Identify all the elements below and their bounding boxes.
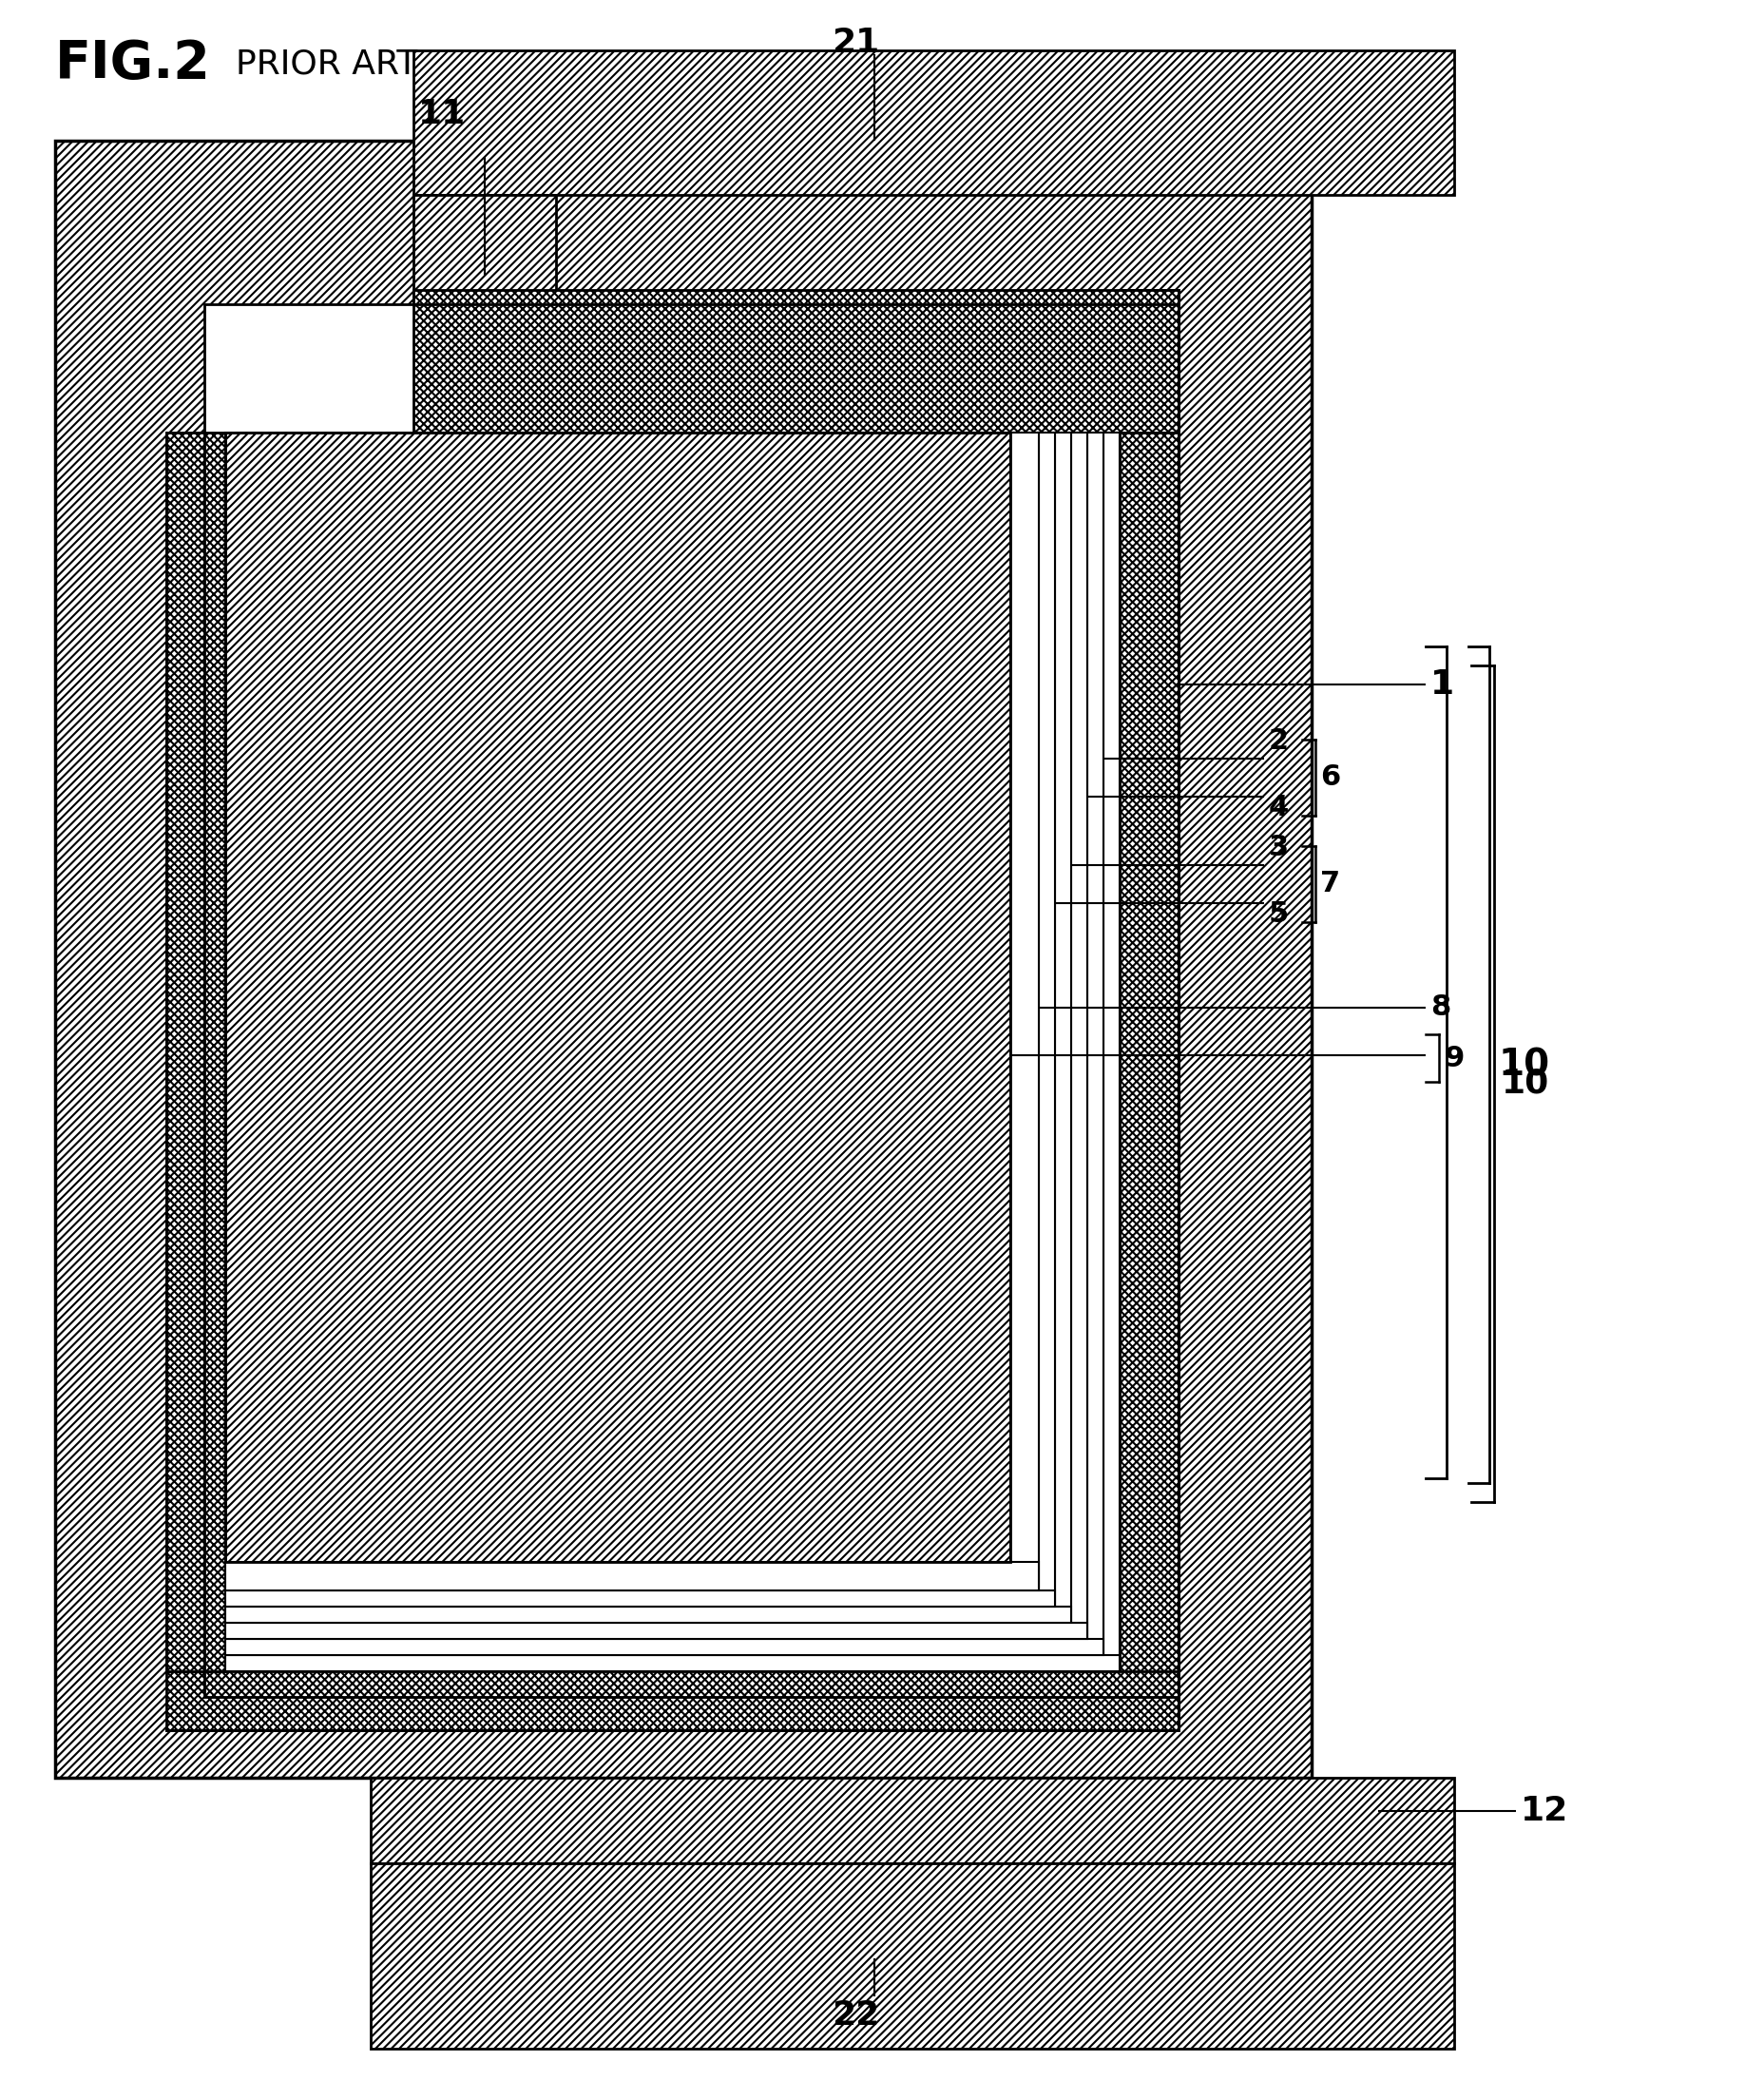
Text: 9: 9	[1443, 1044, 1464, 1071]
Text: 3: 3	[1269, 834, 1290, 861]
Bar	[225, 1638, 1103, 1655]
Bar	[225, 1590, 1056, 1606]
Bar	[166, 1672, 1178, 1730]
Bar	[370, 1779, 1454, 1863]
Bar	[414, 50, 1454, 195]
Text: 11: 11	[419, 99, 466, 130]
Bar	[370, 1863, 1454, 2050]
Text: 5: 5	[1269, 901, 1290, 928]
Bar	[225, 1562, 1038, 1590]
Text: 2: 2	[1269, 729, 1290, 756]
Bar	[225, 433, 1010, 1562]
Bar	[225, 1606, 1071, 1623]
Text: 8: 8	[1431, 993, 1450, 1021]
Text: 4: 4	[1269, 794, 1290, 821]
Text: 1: 1	[1431, 668, 1454, 701]
Text: 21: 21	[832, 27, 879, 59]
Bar	[225, 1623, 1087, 1638]
Bar	[1087, 433, 1103, 1672]
Bar	[1010, 433, 1038, 1672]
Text: 6: 6	[1321, 764, 1340, 792]
Text: 10: 10	[1499, 1046, 1550, 1084]
Text: 22: 22	[832, 1999, 879, 2031]
Text: 7: 7	[1321, 869, 1340, 899]
Text: PRIOR ART: PRIOR ART	[236, 48, 417, 80]
Bar	[166, 433, 225, 1672]
Text: 12: 12	[1520, 1796, 1569, 1827]
Bar	[1038, 433, 1056, 1672]
Bar	[1103, 433, 1120, 1672]
Bar	[225, 1655, 1120, 1672]
Bar	[204, 304, 1178, 1697]
Bar	[204, 304, 1178, 1697]
Bar	[1071, 433, 1087, 1672]
Bar	[414, 290, 1178, 433]
Bar	[225, 433, 1010, 1562]
Bar	[56, 141, 1312, 1779]
Text: 10: 10	[1502, 1067, 1550, 1100]
Text: FIG.2: FIG.2	[56, 38, 211, 90]
Bar	[414, 195, 557, 372]
Bar	[1120, 290, 1178, 1730]
Bar	[1056, 433, 1071, 1672]
